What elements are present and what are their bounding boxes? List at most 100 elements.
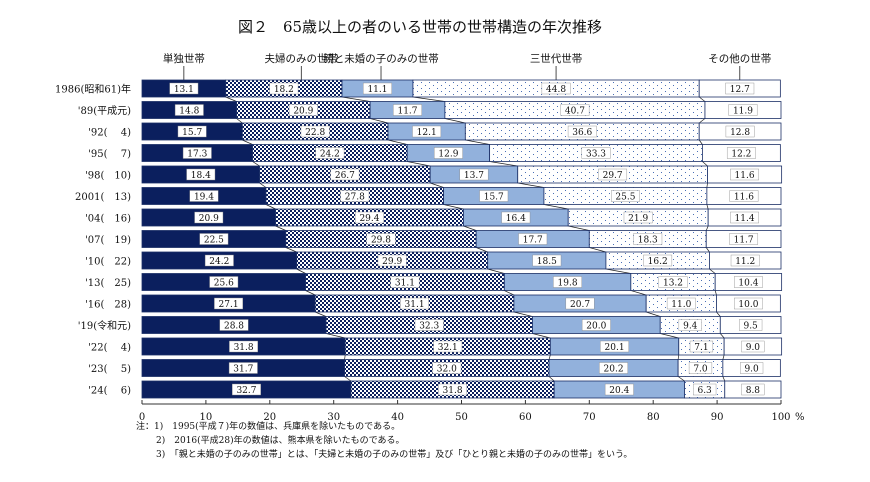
- data-label: 31.8: [443, 386, 463, 396]
- data-label: 21.9: [628, 214, 648, 224]
- connector-line: [387, 139, 408, 145]
- data-label-box: [728, 104, 758, 116]
- data-label: 11.9: [733, 107, 753, 117]
- data-label: 9.0: [746, 343, 761, 353]
- data-label: 7.0: [693, 365, 708, 375]
- data-label: 44.8: [546, 85, 566, 95]
- legend-label: 夫婦のみの世帯: [265, 52, 339, 65]
- data-label-box: [541, 82, 571, 95]
- data-label-box: [219, 319, 249, 331]
- connector-line: [716, 311, 721, 317]
- connector-line: [722, 354, 725, 360]
- category-label: '98( 10): [85, 171, 131, 182]
- connector-line: [677, 354, 680, 360]
- data-label: 31.7: [233, 365, 253, 375]
- data-label: 15.7: [182, 128, 202, 138]
- connector-line: [589, 247, 607, 253]
- connector-line: [463, 225, 477, 231]
- connector-line: [720, 333, 725, 339]
- data-label: 40.7: [565, 107, 585, 117]
- data-label-box: [269, 82, 299, 95]
- note-3: 3) 「親と未婚の子のみの世帯」とは、「夫婦と未婚の子のみの世帯」及び「ひとり親…: [156, 450, 633, 460]
- connector-line: [412, 96, 445, 102]
- data-label-box: [400, 297, 429, 310]
- data-label-box: [623, 211, 653, 224]
- data-label-box: [199, 233, 229, 245]
- connector-line: [275, 225, 286, 231]
- category-label: '13( 25): [85, 278, 131, 289]
- x-tick-label: 30: [327, 412, 340, 423]
- data-label: 26.7: [335, 171, 355, 181]
- data-label: 11.6: [735, 171, 755, 181]
- x-tick-label: 80: [647, 412, 660, 423]
- data-label-box: [604, 383, 634, 396]
- category-label: '04( 16): [85, 214, 131, 225]
- data-label-box: [734, 297, 763, 310]
- connector-line: [513, 311, 533, 317]
- data-label: 27.8: [345, 193, 365, 203]
- x-tick-label: 90: [711, 412, 724, 423]
- data-label-box: [194, 211, 224, 224]
- data-label: 12.8: [730, 128, 750, 138]
- data-label-box: [741, 340, 765, 353]
- data-label-box: [599, 362, 628, 374]
- data-label-box: [177, 125, 207, 138]
- data-label: 18.5: [537, 257, 557, 267]
- data-label-box: [726, 147, 756, 159]
- data-label: 11.4: [735, 214, 755, 224]
- connector-line: [517, 182, 544, 188]
- category-label: 2001( 13): [75, 192, 131, 203]
- data-label: 22.8: [305, 128, 325, 138]
- data-label: 16.4: [506, 214, 526, 224]
- data-label-box: [363, 82, 392, 95]
- data-label-box: [730, 254, 760, 267]
- connector-line: [305, 290, 316, 296]
- connector-line: [706, 204, 709, 210]
- data-label-box: [434, 147, 463, 159]
- connector-line: [325, 333, 346, 339]
- connector-line: [341, 96, 371, 102]
- data-label: 17.3: [187, 150, 207, 160]
- data-label-box: [734, 276, 763, 288]
- connector-line: [630, 290, 647, 296]
- data-label-box: [688, 362, 713, 374]
- data-label-box: [693, 383, 717, 396]
- data-label: 11.0: [671, 300, 691, 310]
- connector-line: [660, 333, 679, 339]
- data-label-box: [459, 168, 489, 181]
- data-label: 12.2: [731, 150, 751, 160]
- data-label-box: [725, 82, 755, 95]
- connector-line: [285, 247, 297, 253]
- data-label-box: [658, 276, 688, 288]
- data-label: 29.4: [359, 214, 379, 224]
- data-label-box: [730, 168, 759, 181]
- connector-line: [677, 376, 685, 382]
- connector-line: [698, 118, 706, 124]
- data-label-box: [600, 340, 629, 353]
- category-label: '07( 19): [85, 235, 131, 246]
- data-label: 22.5: [204, 236, 224, 246]
- data-label-box: [229, 340, 259, 353]
- connector-line: [504, 290, 515, 296]
- data-label: 15.7: [484, 193, 504, 203]
- data-label-box: [678, 319, 702, 331]
- connector-line: [315, 311, 327, 317]
- data-label-box: [532, 254, 562, 267]
- data-label-box: [186, 168, 216, 181]
- data-label: 20.0: [586, 322, 606, 332]
- connector-line: [548, 376, 555, 382]
- data-label-box: [553, 276, 582, 288]
- data-label: 20.9: [199, 214, 219, 224]
- connector-line: [532, 333, 551, 339]
- data-label-box: [288, 104, 318, 116]
- data-label-box: [741, 383, 765, 396]
- x-tick-label: 70: [583, 412, 596, 423]
- connector-line: [344, 376, 352, 382]
- x-tick-label: 0: [139, 412, 145, 423]
- x-tick-label: 20: [263, 412, 276, 423]
- data-label: 16.2: [648, 257, 668, 267]
- data-label-box: [390, 276, 420, 288]
- data-label-box: [214, 297, 243, 310]
- data-label: 31.1: [405, 300, 425, 310]
- data-label: 10.0: [738, 300, 758, 310]
